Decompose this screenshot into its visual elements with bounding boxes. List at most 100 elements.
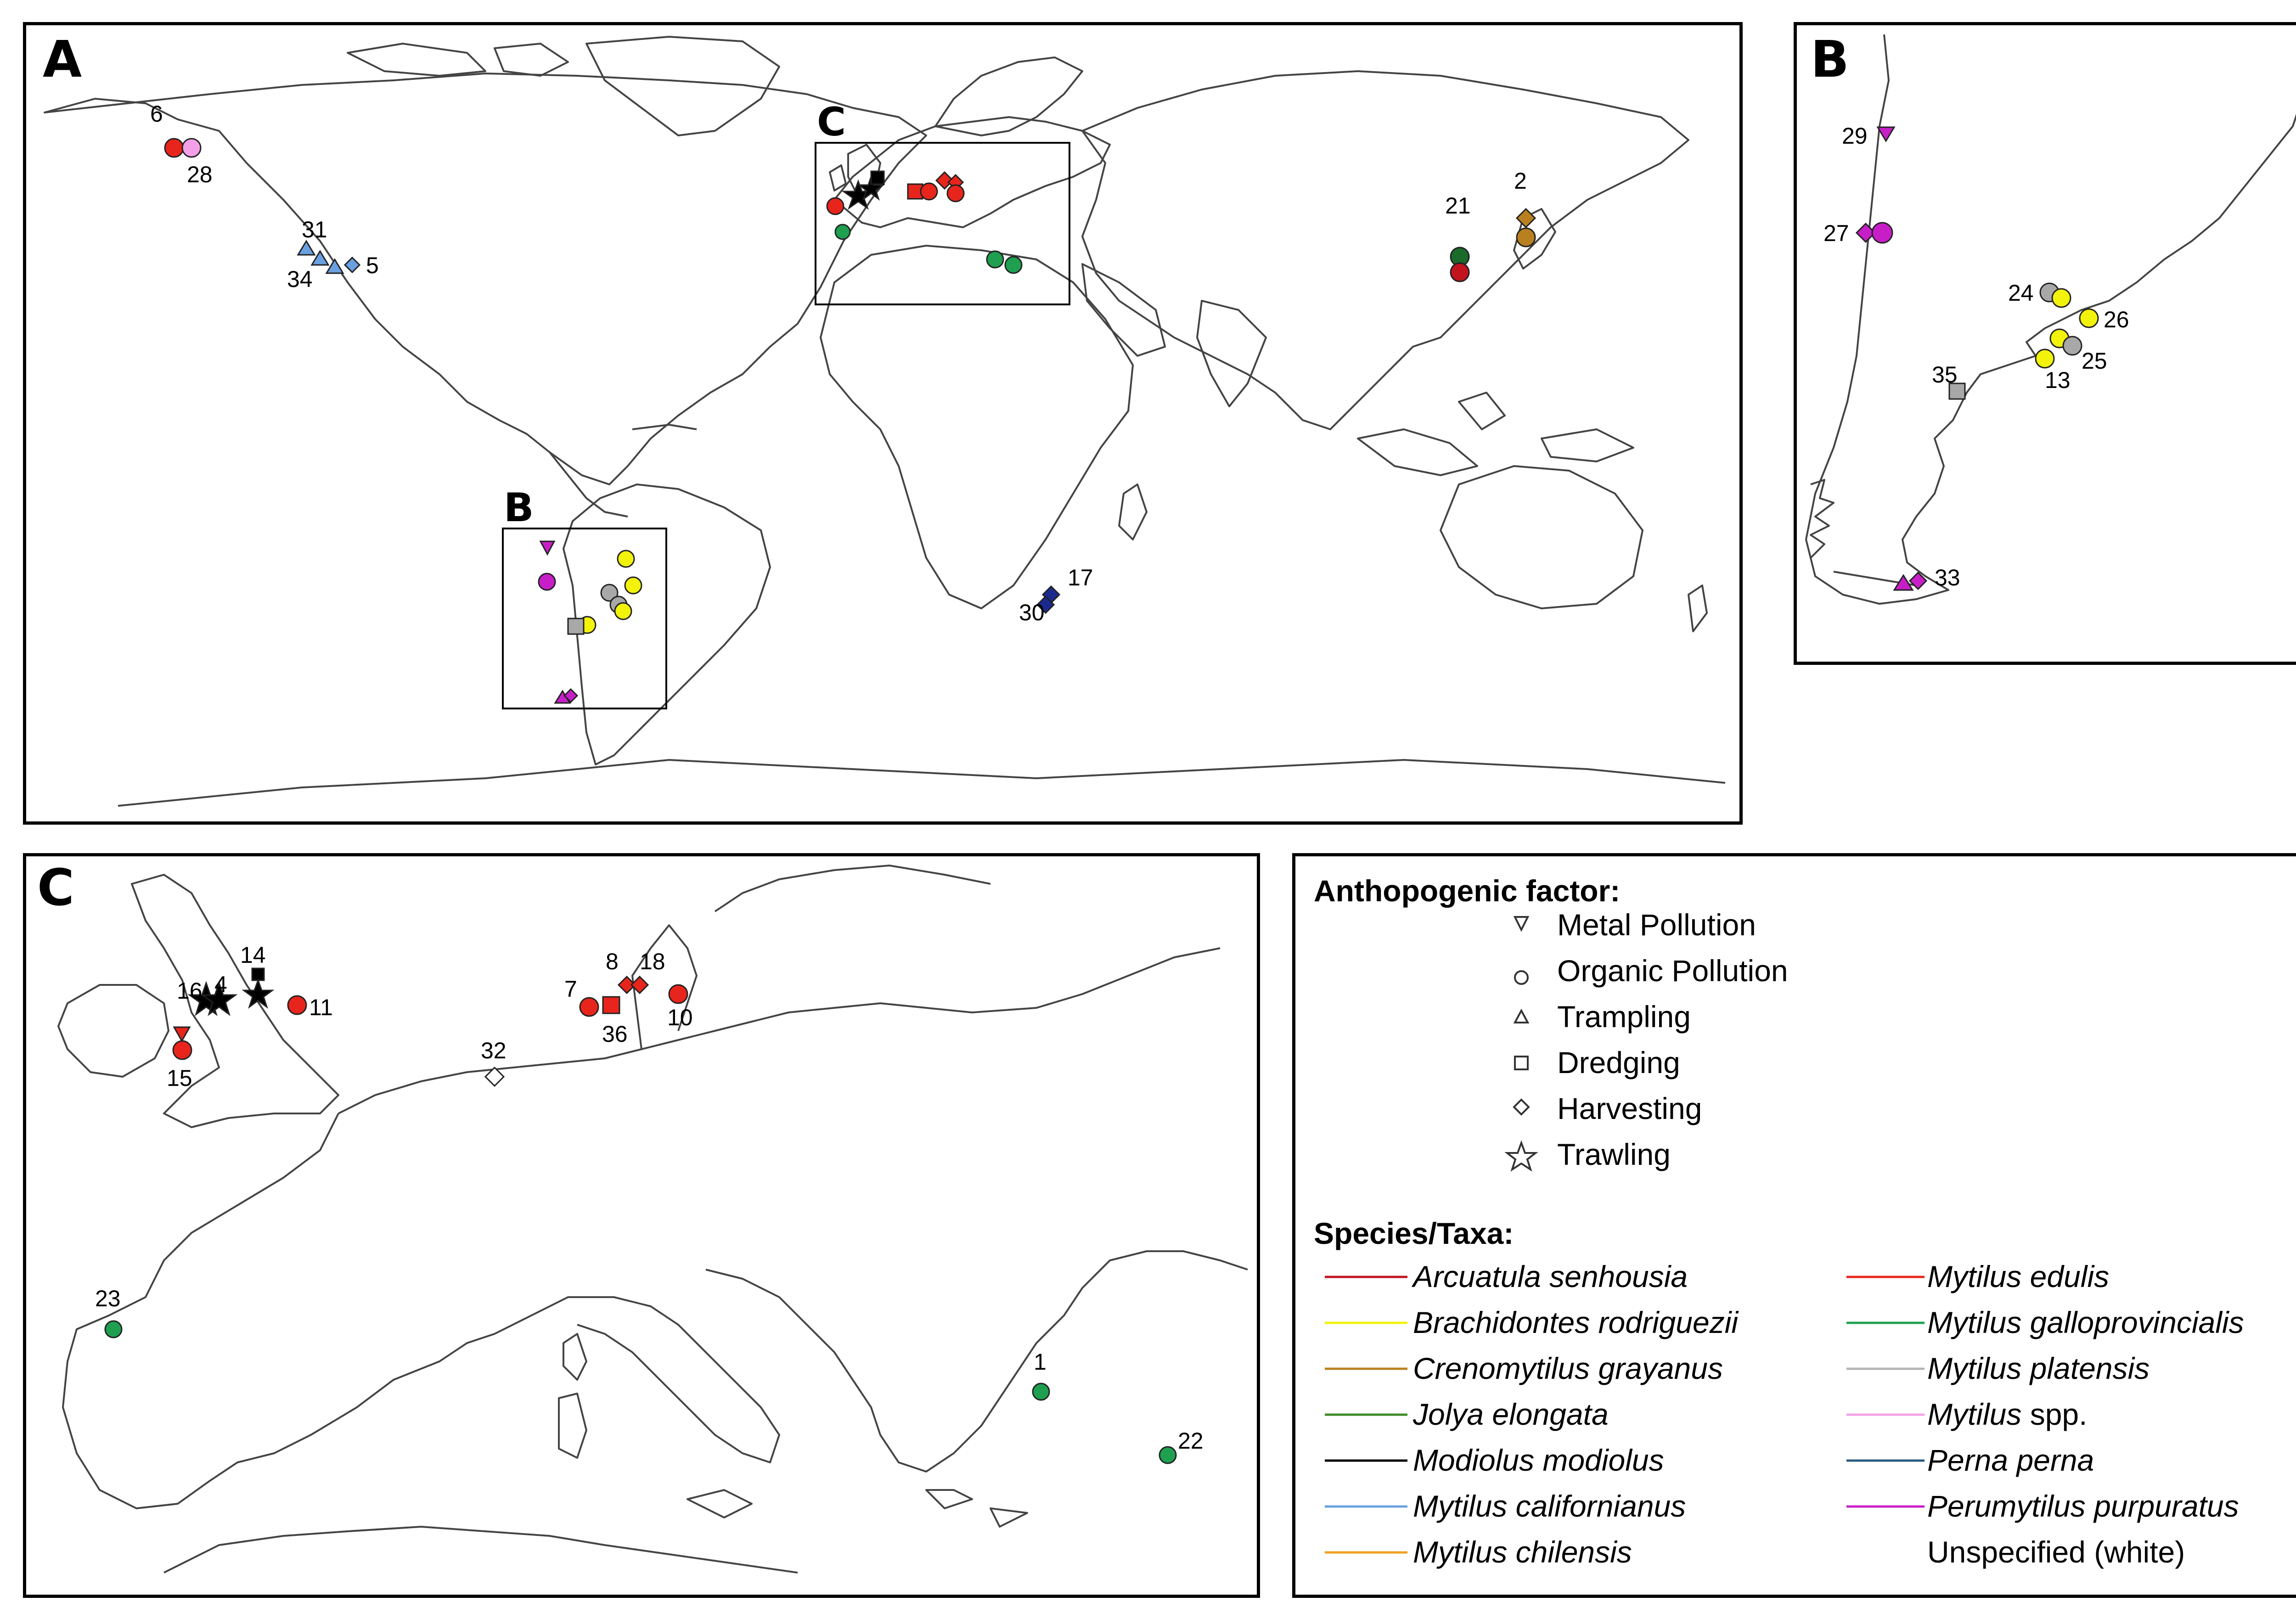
marker-site-36 xyxy=(602,996,620,1014)
panel-b-south-america: B 29 27 24 26 25 13 35 33 xyxy=(1794,22,2296,665)
legend-species-title: Species/Taxa: xyxy=(1314,1216,1514,1250)
legend-species-right: Mytilus edulis Mytilus galloprovincialis… xyxy=(1846,1259,2244,1569)
marker-site-1 xyxy=(1032,1383,1050,1401)
marker-site-33b xyxy=(1908,571,1928,590)
marker-b-27 xyxy=(538,573,556,591)
species-left-0: Arcuatula senhousia xyxy=(1411,1259,1688,1293)
species-left-3: Jolya elongata xyxy=(1412,1397,1609,1431)
label-site-30: 30 xyxy=(1019,600,1045,625)
marker-site-2b xyxy=(1516,227,1536,247)
legend-factor-2: Trampling xyxy=(1557,1000,1691,1034)
marker-site-10 xyxy=(668,984,688,1004)
world-map-svg: A B C xyxy=(43,30,1726,807)
label-site-15: 15 xyxy=(167,1065,192,1091)
panel-c-letter: C xyxy=(37,858,74,917)
trawling-icon xyxy=(1504,1140,1538,1172)
marker-c-star2 xyxy=(857,174,885,201)
marker-site-4 xyxy=(200,981,238,1016)
species-right-3: Mytilus spp. xyxy=(1927,1397,2087,1431)
marker-site-33a xyxy=(1893,574,1914,591)
label-site-21: 21 xyxy=(1445,193,1471,219)
label-site-27: 27 xyxy=(1823,220,1849,246)
marker-site-22 xyxy=(1159,1446,1177,1464)
marker-site-5 xyxy=(343,256,361,274)
marker-site-7 xyxy=(579,997,599,1017)
marker-b-y3 xyxy=(614,602,632,620)
label-site-36: 36 xyxy=(602,1021,628,1047)
trampling-icon xyxy=(1513,1008,1530,1023)
inset-b-letter: B xyxy=(504,485,534,531)
label-site-1: 1 xyxy=(1034,1349,1047,1375)
marker-site-25b xyxy=(2062,336,2082,356)
panel-c-europe: C xyxy=(23,853,1260,1598)
legend-factor-labels: Metal Pollution Organic Pollution Trampl… xyxy=(1557,908,1788,1171)
marker-site-27b xyxy=(1871,222,1893,244)
label-site-25: 25 xyxy=(2082,348,2107,374)
marker-site-26 xyxy=(2079,308,2099,328)
label-site-2: 2 xyxy=(1514,168,1527,194)
legend-factor-title: Anthopogenic factor: xyxy=(1314,874,1620,908)
marker-c-reddi1 xyxy=(935,171,954,190)
label-site-34: 34 xyxy=(287,266,313,292)
marker-site-31 xyxy=(297,240,316,256)
label-site-14: 14 xyxy=(240,942,266,968)
label-site-16: 16 xyxy=(177,978,203,1004)
label-site-7: 7 xyxy=(564,976,577,1002)
species-left-6: Mytilus chilensis xyxy=(1413,1535,1632,1569)
marker-site-35 xyxy=(1948,382,1966,400)
species-left-2: Crenomytilus grayanus xyxy=(1413,1351,1723,1385)
metal-pollution-icon xyxy=(1513,916,1530,932)
label-site-26: 26 xyxy=(2104,307,2129,332)
panel-a-world-map: A B C xyxy=(23,22,1743,825)
dredging-icon xyxy=(1514,1056,1529,1070)
marker-site-29 xyxy=(1876,126,1896,142)
label-site-6: 6 xyxy=(150,101,163,127)
marker-site-6 xyxy=(164,138,184,158)
marker-c-red2 xyxy=(920,182,938,201)
marker-b-g1 xyxy=(600,584,619,602)
legend-svg: Anthopogenic factor: Metal Pollution Org… xyxy=(1314,874,2244,1569)
label-site-29: 29 xyxy=(1842,123,1868,149)
marker-b-29 xyxy=(539,540,556,556)
marker-site-30 xyxy=(1036,595,1055,614)
marker-c-green2 xyxy=(986,250,1004,269)
inset-box-b xyxy=(502,528,667,709)
label-site-23: 23 xyxy=(95,1286,121,1311)
marker-b-y1 xyxy=(617,550,635,568)
marker-b-33b xyxy=(563,688,579,703)
species-left-1: Brachidontes rodriguezii xyxy=(1413,1305,1739,1339)
marker-site-15a xyxy=(173,1026,191,1043)
species-right-5: Perumytilus purpuratus xyxy=(1927,1489,2239,1523)
organic-pollution-icon xyxy=(1514,970,1529,985)
label-site-8: 8 xyxy=(606,949,619,974)
label-site-4: 4 xyxy=(214,972,227,997)
markers-panel-c xyxy=(104,967,1177,1464)
label-site-33: 33 xyxy=(1935,565,1960,590)
marker-c-red1 xyxy=(826,197,844,215)
panel-a-letter: A xyxy=(43,30,82,89)
label-site-28: 28 xyxy=(187,162,213,187)
site-labels-panel-c: 14 16 4 11 15 8 18 7 36 10 32 23 1 22 xyxy=(95,942,1204,1454)
species-left-4: Modiolus modiolus xyxy=(1413,1443,1664,1477)
legend-factor-1: Organic Pollution xyxy=(1557,954,1788,988)
legend-factor-5: Trawling xyxy=(1557,1137,1671,1171)
label-site-13: 13 xyxy=(2045,367,2071,393)
legend-panel: Anthopogenic factor: Metal Pollution Org… xyxy=(1292,853,2296,1598)
marker-site-11 xyxy=(287,995,307,1015)
species-right-2: Mytilus platensis xyxy=(1927,1351,2150,1385)
label-site-22: 22 xyxy=(1178,1428,1204,1454)
species-right-3-genus: Mytilus xyxy=(1927,1397,2021,1431)
marker-site-2a xyxy=(1515,208,1536,229)
inset-c-letter: C xyxy=(817,99,846,145)
site-labels-panel-a: 6 28 31 34 5 21 2 17 30 xyxy=(150,101,1527,625)
label-site-35: 35 xyxy=(1932,362,1958,388)
marker-c-green3 xyxy=(1004,256,1023,274)
marker-site-13 xyxy=(2035,349,2055,369)
marker-site-27a xyxy=(1855,222,1876,243)
label-site-24: 24 xyxy=(2008,280,2034,306)
marker-site-32 xyxy=(484,1066,505,1087)
legend-factor-3: Dredging xyxy=(1557,1046,1680,1079)
marker-site-8 xyxy=(617,975,636,995)
species-right-4: Perna perna xyxy=(1927,1443,2094,1477)
legend-species-left: Arcuatula senhousia Brachidontes rodrigu… xyxy=(1325,1259,1739,1569)
